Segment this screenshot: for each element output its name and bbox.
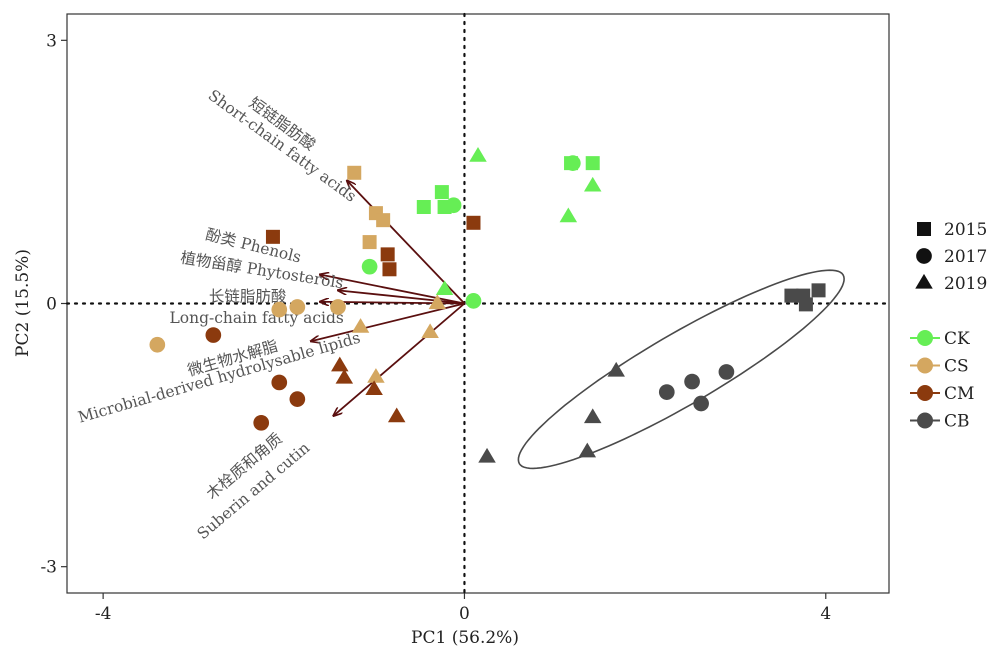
cb-confidence-ellipse: [517, 269, 845, 470]
point-cs-square: [376, 213, 391, 228]
point-cs-triangle: [367, 368, 385, 383]
y-tick-label: 0: [46, 295, 57, 315]
point-cm-triangle: [365, 380, 383, 396]
point-cb-square: [811, 283, 826, 298]
point-cb-circle: [693, 395, 709, 412]
legend-triangle-icon: [915, 273, 933, 289]
point-cb-circle: [718, 364, 735, 380]
x-tick-label: 4: [820, 604, 831, 624]
point-cb-square: [798, 297, 813, 312]
legend-group-swatch: [917, 385, 933, 401]
legend-group-swatch: [917, 412, 933, 429]
point-ck-square: [434, 185, 449, 200]
point-cs-circle: [330, 299, 346, 315]
point-ck-triangle: [435, 280, 454, 296]
loading-label: 长链脂肪酸: [209, 288, 287, 306]
point-cm-triangle: [387, 407, 406, 423]
point-cb-circle: [658, 384, 675, 400]
point-ck-circle: [565, 155, 581, 171]
data-points: [149, 147, 826, 463]
point-ck-square: [585, 156, 600, 171]
ellipse-outline: [517, 269, 845, 470]
point-ck-circle: [465, 293, 482, 309]
point-cs-circle: [271, 301, 288, 318]
loading-arrow: [311, 302, 465, 342]
point-cm-square: [265, 229, 280, 244]
y-tick-label: 3: [46, 31, 57, 51]
point-cs-circle: [149, 336, 166, 353]
point-cm-triangle: [335, 368, 354, 384]
point-cb-circle: [684, 373, 700, 390]
legend-group-label: CB: [944, 412, 970, 432]
loading-arrow: [320, 275, 465, 305]
point-cm-circle: [271, 374, 288, 391]
point-ck-square: [416, 200, 431, 214]
x-tick-label: 0: [459, 604, 470, 624]
legend-group-label: CK: [944, 329, 970, 349]
loading-arrow: [338, 290, 465, 305]
legend: 2015 2017 2019 CK CS CM CB: [910, 220, 987, 432]
legend-year-label: 2017: [944, 247, 987, 267]
point-cm-square: [466, 215, 481, 230]
legend-group-label: CS: [944, 357, 969, 377]
point-cm-square: [382, 262, 397, 277]
legend-group-label: CM: [944, 384, 974, 404]
point-cb-triangle: [583, 408, 602, 424]
point-cm-circle: [253, 414, 270, 431]
point-ck-circle: [361, 258, 378, 275]
point-cb-triangle: [607, 361, 625, 377]
point-cm-square: [380, 247, 395, 262]
point-cs-triangle: [421, 323, 439, 339]
axis-ticks: -4 0 4 3 0 -3: [40, 31, 831, 624]
point-ck-circle: [445, 197, 462, 214]
legend-group-swatch: [917, 330, 933, 346]
legend-square-icon: [917, 222, 931, 236]
point-ck-triangle: [583, 176, 602, 192]
y-axis-title: PC2 (15.5%): [13, 249, 33, 357]
legend-group-swatch: [917, 357, 933, 374]
point-cs-square: [347, 165, 362, 180]
point-cm-circle: [289, 391, 306, 407]
point-cb-triangle: [478, 447, 496, 463]
point-cs-circle: [289, 299, 306, 315]
legend-year-label: 2019: [944, 274, 987, 294]
point-ck-triangle: [469, 147, 487, 162]
point-cs-triangle: [351, 318, 370, 333]
point-cb-triangle: [578, 442, 597, 458]
point-cs-triangle: [428, 294, 447, 310]
point-cb-square: [784, 288, 799, 303]
loading-arrow: [333, 302, 466, 416]
point-cs-square: [362, 235, 377, 250]
x-axis-title: PC1 (56.2%): [411, 628, 519, 648]
point-ck-triangle: [559, 207, 578, 223]
loading-label: Long-chain fatty acids: [169, 309, 343, 327]
x-tick-label: -4: [95, 604, 112, 624]
legend-circle-icon: [916, 248, 932, 264]
y-tick-label: -3: [40, 558, 57, 578]
point-cm-triangle: [331, 356, 349, 372]
point-cm-circle: [205, 327, 222, 343]
legend-year-label: 2015: [944, 220, 987, 240]
